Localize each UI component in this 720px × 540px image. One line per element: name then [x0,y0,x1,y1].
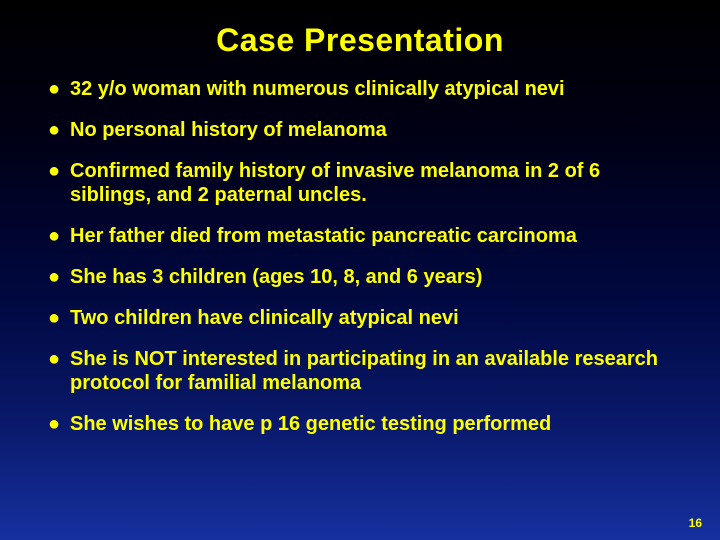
slide-title: Case Presentation [48,22,672,59]
bullet-text: Two children have clinically atypical ne… [70,306,672,330]
bullet-icon: ● [48,306,70,330]
list-item: ● Her father died from metastatic pancre… [48,224,672,248]
bullet-text: Confirmed family history of invasive mel… [70,159,672,207]
list-item: ● She is NOT interested in participating… [48,347,672,395]
list-item: ● Two children have clinically atypical … [48,306,672,330]
bullet-text: 32 y/o woman with numerous clinically at… [70,77,672,101]
bullet-text: She wishes to have p 16 genetic testing … [70,412,672,436]
bullet-text: She is NOT interested in participating i… [70,347,672,395]
bullet-icon: ● [48,347,70,371]
list-item: ● She wishes to have p 16 genetic testin… [48,412,672,436]
bullet-icon: ● [48,118,70,142]
bullet-text: She has 3 children (ages 10, 8, and 6 ye… [70,265,672,289]
list-item: ● Confirmed family history of invasive m… [48,159,672,207]
bullet-text: No personal history of melanoma [70,118,672,142]
bullet-icon: ● [48,224,70,248]
slide: Case Presentation ● 32 y/o woman with nu… [0,0,720,540]
list-item: ● No personal history of melanoma [48,118,672,142]
bullet-icon: ● [48,265,70,289]
bullet-icon: ● [48,412,70,436]
list-item: ● 32 y/o woman with numerous clinically … [48,77,672,101]
list-item: ● She has 3 children (ages 10, 8, and 6 … [48,265,672,289]
bullet-icon: ● [48,159,70,183]
bullet-icon: ● [48,77,70,101]
bullet-text: Her father died from metastatic pancreat… [70,224,672,248]
bullet-list: ● 32 y/o woman with numerous clinically … [48,77,672,436]
page-number: 16 [689,516,702,530]
